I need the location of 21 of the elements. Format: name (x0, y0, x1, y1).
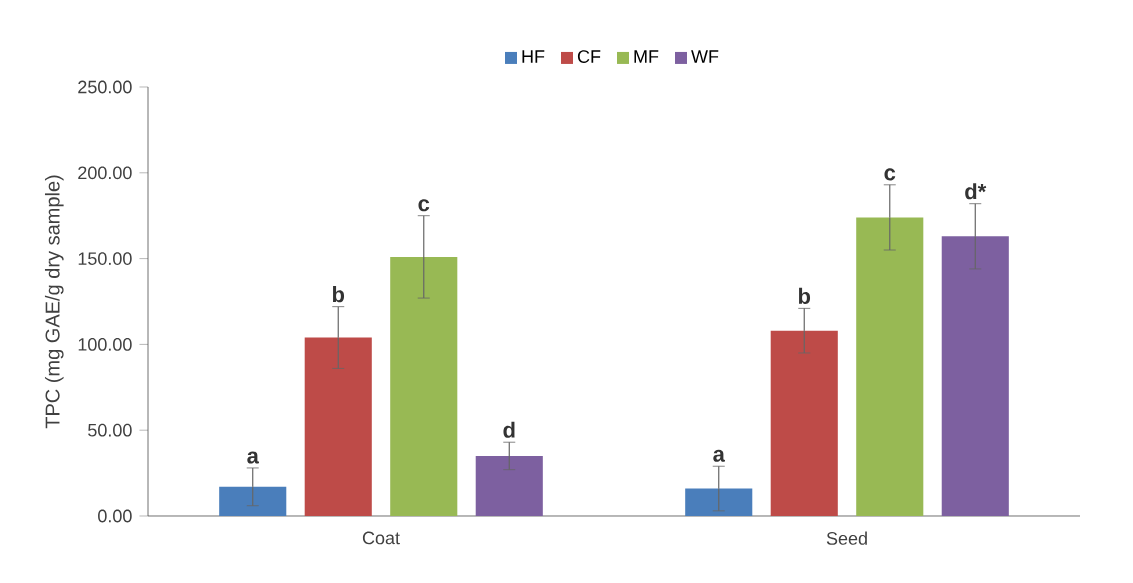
y-tick-label: 0.00 (98, 509, 132, 523)
y-tick-label: 200.00 (78, 166, 132, 180)
y-axis-title: TPC (mg GAE/g dry sample) (44, 175, 64, 429)
legend-label: CF (577, 50, 601, 63)
data-label: b (798, 287, 811, 304)
x-tick-label: Coat (362, 531, 400, 545)
y-tick-label: 100.00 (78, 338, 132, 351)
y-tick-label: 250.00 (78, 80, 132, 94)
data-label: a (713, 449, 725, 462)
x-tick-label: Seed (826, 531, 867, 545)
y-tick-label: 50.00 (88, 423, 132, 437)
y-tick-label: 150.00 (78, 252, 132, 265)
data-label: c (884, 168, 896, 181)
data-label: d* (965, 183, 987, 200)
data-label: a (247, 451, 259, 464)
data-label: d (503, 421, 515, 438)
legend-label: HF (522, 50, 545, 63)
legend-label: WF (691, 50, 719, 63)
legend-label: MF (634, 50, 659, 63)
data-label: b (332, 286, 345, 303)
data-label: c (418, 199, 430, 212)
